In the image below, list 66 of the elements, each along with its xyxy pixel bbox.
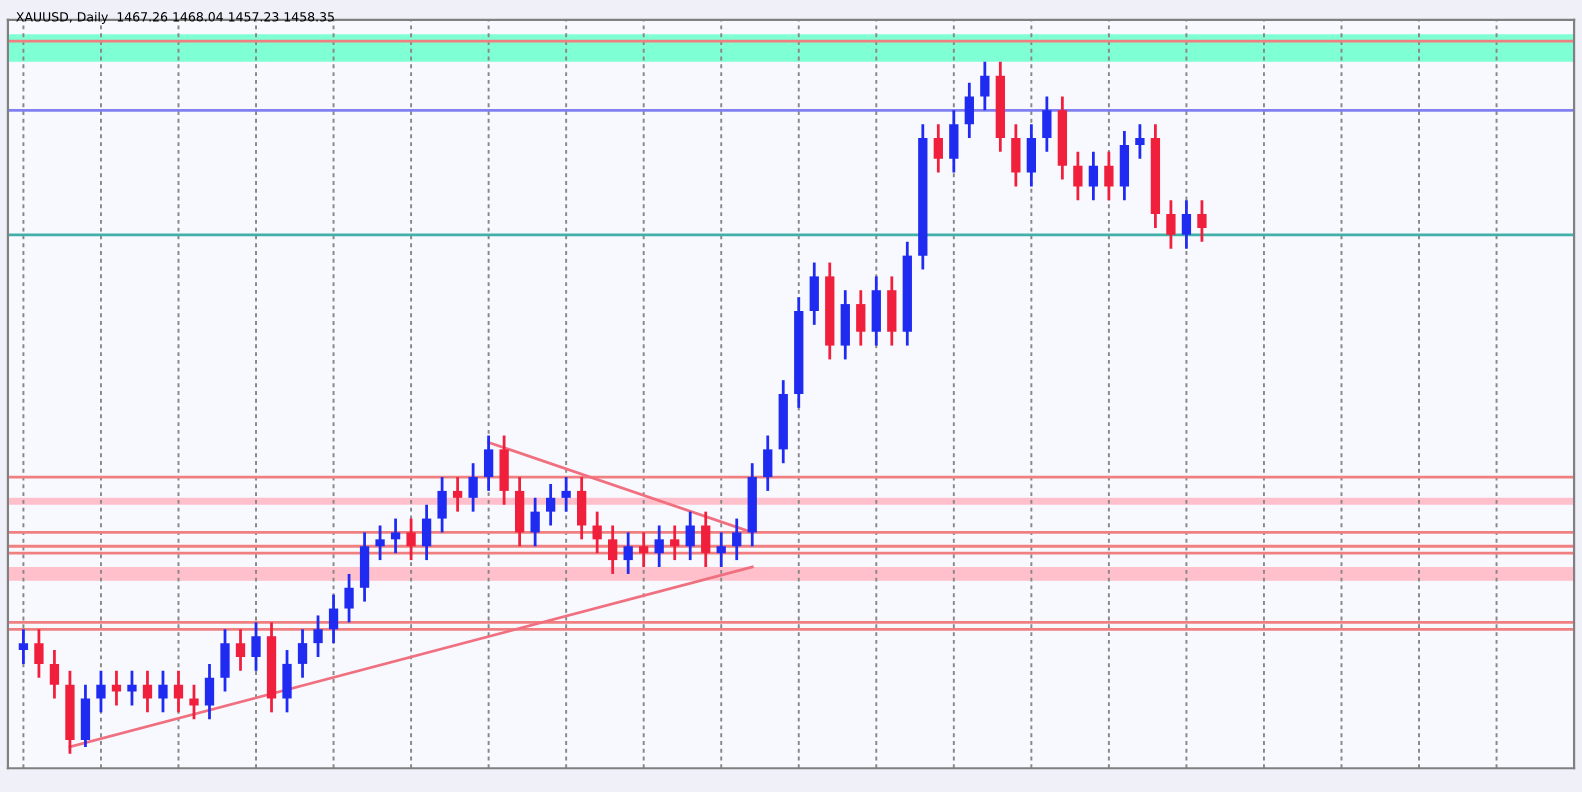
candlestick: [701, 510, 711, 569]
candlestick: [716, 531, 726, 569]
candlestick: [577, 475, 587, 541]
candlestick: [313, 614, 323, 659]
candlestick: [856, 288, 866, 347]
candlestick: [1042, 95, 1052, 154]
candlestick: [1073, 150, 1083, 202]
candlestick: [421, 503, 432, 562]
candlestick: [297, 627, 308, 680]
candlestick: [1181, 198, 1192, 251]
candlestick: [514, 475, 525, 548]
candlestick: [375, 524, 385, 562]
candlestick: [1011, 122, 1021, 188]
candlestick: [1135, 122, 1145, 161]
candlestick: [189, 683, 199, 721]
candlestick: [499, 434, 509, 507]
candlestick: [1088, 150, 1099, 202]
candlestick: [545, 482, 556, 527]
candlestick: [949, 108, 959, 174]
candlestick: [34, 627, 44, 680]
candlestick: [142, 669, 153, 714]
candlestick: [220, 627, 230, 693]
candlestick: [1119, 129, 1130, 202]
candlestick: [592, 510, 602, 555]
candlestick: [437, 475, 447, 534]
candlestick: [406, 517, 416, 562]
candlestick: [204, 662, 215, 721]
candlestick: [608, 524, 618, 576]
candlestick: [1197, 198, 1207, 244]
candlestick: [654, 524, 664, 569]
candlestick: [623, 531, 633, 576]
candlestick: [933, 122, 943, 174]
candlestick: [158, 669, 168, 714]
candlestick: [127, 669, 137, 707]
candlestick: [49, 648, 60, 700]
candlestick: [1104, 150, 1114, 202]
candlestick: [251, 620, 261, 673]
candlestick: [887, 274, 897, 347]
candlestick: [452, 475, 463, 514]
candlestick: [639, 531, 649, 569]
candlestick: [359, 531, 370, 603]
candlestick: [530, 496, 540, 548]
candlestick: [685, 510, 695, 562]
candlestick: [18, 627, 29, 666]
candlestick: [80, 683, 91, 749]
candlestick: [763, 434, 773, 493]
candlestick: [1166, 198, 1176, 251]
candlestick: [96, 669, 106, 714]
candlestick: [840, 288, 850, 361]
candlestick: [964, 81, 974, 140]
candlestick: [235, 627, 246, 673]
candlestick: [732, 517, 742, 562]
candlestick: [328, 593, 339, 645]
candlestick: [980, 60, 990, 112]
candlestick: [871, 274, 881, 347]
candlestick: [173, 669, 184, 714]
candlestick: [670, 524, 680, 562]
candlestick: [561, 475, 571, 514]
candlestick: [390, 517, 401, 555]
candlestick: [483, 434, 494, 493]
candlestick: [282, 648, 292, 714]
candlestick: [809, 261, 819, 327]
candlestick: [1026, 122, 1037, 188]
candlestick: [468, 461, 478, 514]
candlestick: [344, 572, 354, 624]
candlestick: [111, 669, 122, 707]
